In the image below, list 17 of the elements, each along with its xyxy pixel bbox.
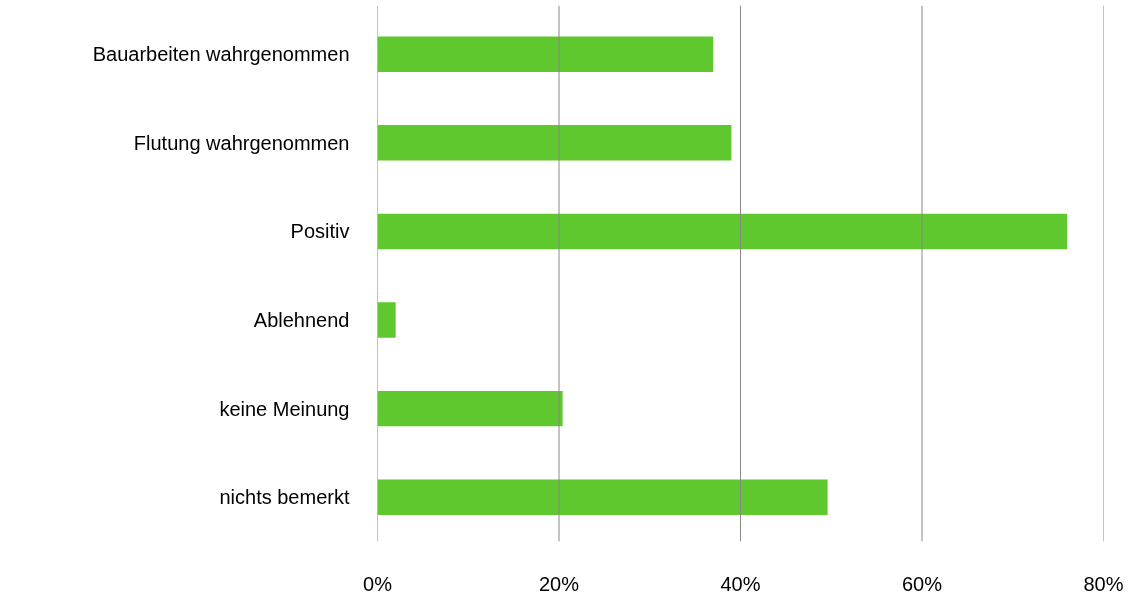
x-tick-label: 20% [538, 572, 580, 595]
bar [377, 302, 396, 338]
x-tick-label: 60% [901, 572, 943, 595]
bar [377, 213, 1068, 250]
bar [377, 125, 732, 161]
y-tick-label: Flutung wahrgenommen [133, 131, 350, 154]
y-tick-label: keine Meinung [219, 397, 350, 420]
y-tick-label: Ablehnend [253, 309, 350, 332]
y-tick-label: Positiv [290, 220, 350, 243]
x-tick-label: 80% [1083, 572, 1124, 595]
y-tick-label: nichts bemerkt [219, 486, 350, 509]
x-tick-label: 0% [363, 572, 393, 595]
y-tick-label: Bauarbeiten wahrgenommen [92, 43, 350, 66]
bar [377, 390, 563, 427]
x-tick-label: 40% [720, 572, 761, 595]
bar [377, 479, 828, 515]
bar [377, 36, 714, 72]
